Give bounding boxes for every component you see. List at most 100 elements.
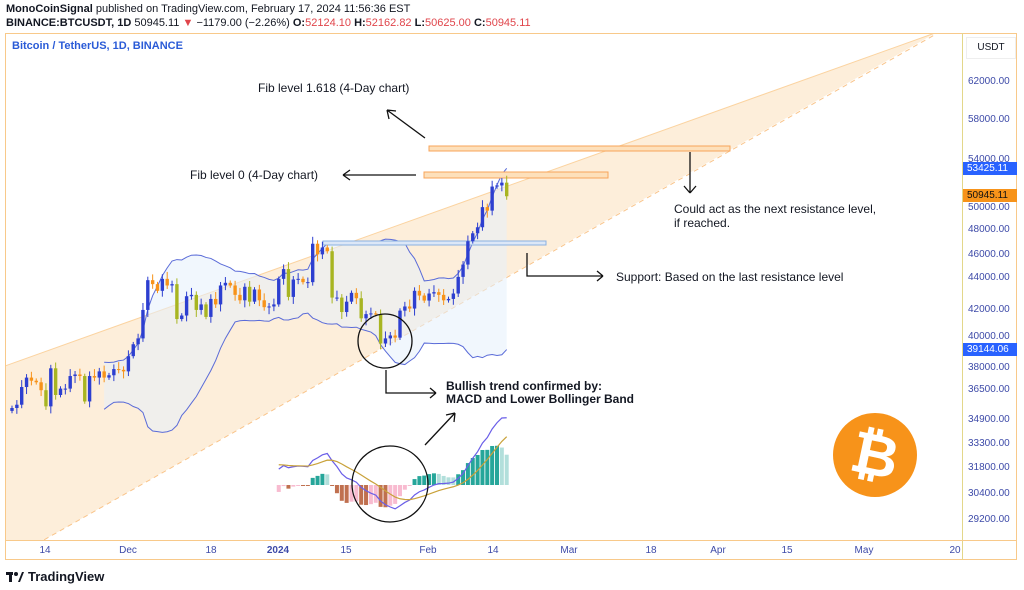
candle	[296, 273, 300, 285]
candle-body	[233, 285, 237, 295]
candle	[505, 175, 509, 200]
candle-body	[466, 241, 470, 265]
fib-1618-zone	[428, 145, 731, 152]
candle-body	[422, 295, 426, 301]
candle	[311, 236, 315, 286]
candle	[49, 364, 53, 414]
candle	[15, 400, 19, 414]
candle	[383, 331, 388, 348]
candle-body	[505, 182, 509, 197]
candle-body	[291, 279, 295, 297]
candle-body	[262, 300, 266, 308]
candle	[209, 294, 213, 323]
macd-histogram-bar	[485, 449, 490, 485]
candle	[301, 276, 305, 285]
price-tick: 44000.00	[968, 272, 1010, 283]
upper-band-tag: 53425.11	[963, 162, 1017, 175]
candle-body	[83, 376, 87, 402]
candle-body	[20, 387, 24, 405]
resistance-label: Could act as the next resistance level, i…	[674, 202, 876, 230]
candle	[422, 293, 426, 303]
candle-body	[29, 377, 34, 381]
change: −1179.00 (−2.26%)	[196, 17, 290, 29]
candle	[325, 245, 329, 254]
candle	[146, 276, 150, 317]
candle	[233, 280, 237, 301]
candle-body	[364, 314, 368, 319]
candle-body	[24, 377, 29, 388]
arrow-macd	[424, 412, 456, 446]
ohlc-line: BINANCE:BTCUSDT, 1D 50945.11 ▼ −1179.00 …	[6, 17, 531, 29]
candle	[243, 283, 247, 308]
candle-body	[78, 374, 82, 377]
macd-histogram-bar	[436, 473, 441, 485]
publish-text: published on TradingView.com, February 1…	[95, 3, 411, 15]
candle	[315, 240, 320, 262]
candle	[466, 235, 470, 270]
candle	[126, 350, 131, 377]
candle-body	[398, 310, 402, 338]
last-price: 50945.11	[134, 17, 180, 29]
candle	[131, 341, 135, 359]
candle-body	[223, 282, 228, 286]
candle-body	[141, 309, 145, 339]
candle	[58, 386, 63, 398]
candle	[456, 269, 460, 298]
candle	[500, 178, 504, 192]
candle-body	[10, 407, 14, 411]
close-value: 50945.11	[485, 17, 531, 29]
price-tick: 46000.00	[968, 249, 1010, 260]
candle	[359, 291, 363, 322]
author[interactable]: MonoCoinSignal	[6, 3, 93, 15]
candle	[39, 377, 43, 397]
candle	[471, 230, 475, 244]
macd-histogram-bar	[296, 485, 301, 486]
candle-body	[412, 290, 417, 309]
arrow-fib1618	[386, 109, 426, 139]
currency-button[interactable]: USDT	[966, 37, 1016, 59]
candle-body	[218, 285, 223, 305]
price-tick: 42000.00	[968, 304, 1010, 315]
macd-histogram-bar	[334, 485, 339, 494]
macd-histogram-bar	[465, 463, 470, 485]
macd-histogram-bar	[378, 485, 383, 507]
chart-frame	[5, 33, 1017, 560]
candle	[393, 329, 397, 343]
macd-histogram-bar	[359, 485, 364, 505]
arrow-bullish	[385, 370, 437, 399]
candle	[214, 291, 218, 308]
time-tick: 14	[39, 545, 51, 556]
price-tick: 33300.00	[968, 438, 1010, 449]
candle	[272, 298, 276, 312]
candle	[102, 365, 106, 383]
price-tick: 58000.00	[968, 114, 1010, 125]
price-tick: 38000.00	[968, 362, 1010, 373]
candle	[170, 280, 174, 293]
candle-body	[471, 233, 475, 242]
candle-body	[354, 292, 359, 299]
high-value: 52162.82	[365, 17, 412, 29]
candle-body	[63, 388, 68, 390]
candle	[204, 302, 208, 320]
macd-histogram-bar	[495, 445, 499, 485]
macd-histogram-bar	[349, 485, 354, 502]
time-tick: 18	[205, 545, 217, 556]
time-tick: May	[854, 545, 874, 556]
candle	[34, 378, 38, 385]
candle	[388, 332, 392, 346]
candle-body	[490, 186, 494, 211]
low-label: L:	[414, 17, 426, 29]
candle-body	[315, 243, 320, 255]
candle-body	[121, 369, 126, 372]
candle-body	[180, 315, 184, 320]
candle-body	[34, 380, 38, 383]
candle	[24, 374, 29, 395]
candle-body	[107, 375, 111, 378]
bollinger-fill	[104, 168, 507, 433]
bullish-line-2: MACD and Lower Bollinger Band	[446, 392, 635, 406]
tradingview-logo[interactable]: TradingView	[6, 569, 104, 584]
candle	[398, 308, 402, 340]
time-tick: 15	[781, 545, 793, 556]
fib-0-label: Fib level 0 (4-Day chart)	[190, 168, 319, 182]
